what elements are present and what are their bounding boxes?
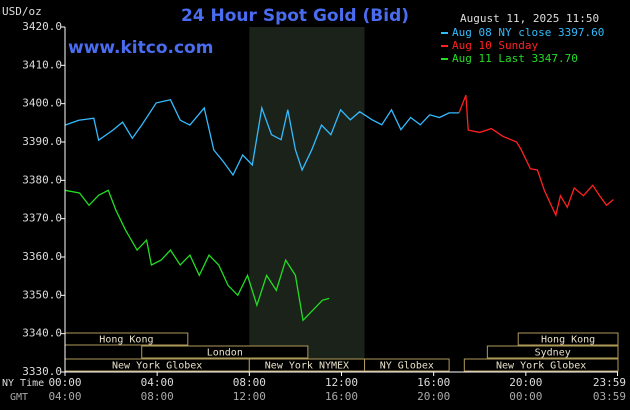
legend-label: Aug 10 Sunday <box>452 39 538 52</box>
price-line <box>64 189 330 322</box>
y-tick-label: 3420.0 <box>22 20 62 33</box>
session-box <box>141 345 309 359</box>
x-tick-label: 00:00 <box>48 376 81 389</box>
site-url: www.kitco.com <box>68 38 213 58</box>
y-tick-label: 3360.0 <box>22 250 62 263</box>
y-unit: USD/oz <box>2 5 42 18</box>
x-tick-label-gmt: 04:00 <box>48 390 81 403</box>
session-label: NY Globex <box>380 361 434 372</box>
y-tick-label: 3380.0 <box>22 173 62 186</box>
session-label: Sydney <box>535 348 571 359</box>
chart-title: 24 Hour Spot Gold (Bid) <box>181 6 409 26</box>
x-tick-label: 16:00 <box>417 376 450 389</box>
y-tick-label: 3350.0 <box>22 288 62 301</box>
x-tick-label-gmt: 03:59 <box>593 390 626 403</box>
y-tick-label: 3390.0 <box>22 135 62 148</box>
price-line <box>64 99 459 177</box>
session-label: New York Globex <box>496 361 586 372</box>
x-row-label: NY Time <box>2 378 44 389</box>
x-tick-label: 04:00 <box>141 376 174 389</box>
session-highlight <box>249 27 365 372</box>
price-line <box>458 94 614 218</box>
timestamp: August 11, 2025 11:50 <box>460 12 599 25</box>
session-box <box>364 358 450 372</box>
x-tick-label-gmt: 16:00 <box>325 390 358 403</box>
y-tick-label: 3340.0 <box>22 327 62 340</box>
session-box <box>486 345 619 359</box>
session-label: London <box>207 348 243 359</box>
x-tick-label-gmt: 12:00 <box>233 390 266 403</box>
session-label: New York NYMEX <box>265 361 349 372</box>
y-tick-label: 3400.0 <box>22 97 62 110</box>
x-tick-label: 12:00 <box>325 376 358 389</box>
y-tick-label: 3370.0 <box>22 212 62 225</box>
session-box <box>517 332 619 346</box>
x-tick-label-gmt: 20:00 <box>417 390 450 403</box>
session-label: Hong Kong <box>99 335 153 346</box>
x-tick-label: 08:00 <box>233 376 266 389</box>
x-row-label: GMT <box>10 392 28 403</box>
session-label: Hong Kong <box>541 335 595 346</box>
legend-label: Aug 08 NY close 3397.60 <box>452 26 604 39</box>
y-tick-label: 3330.0 <box>22 365 62 378</box>
legend-label: Aug 11 Last 3347.70 <box>452 52 578 65</box>
x-tick-label: 20:00 <box>509 376 542 389</box>
session-label: New York Globex <box>112 361 202 372</box>
session-box <box>463 358 619 372</box>
y-tick-label: 3410.0 <box>22 58 62 71</box>
x-tick-label: 23:59 <box>593 376 626 389</box>
x-tick-label-gmt: 00:00 <box>509 390 542 403</box>
x-tick-label-gmt: 08:00 <box>141 390 174 403</box>
